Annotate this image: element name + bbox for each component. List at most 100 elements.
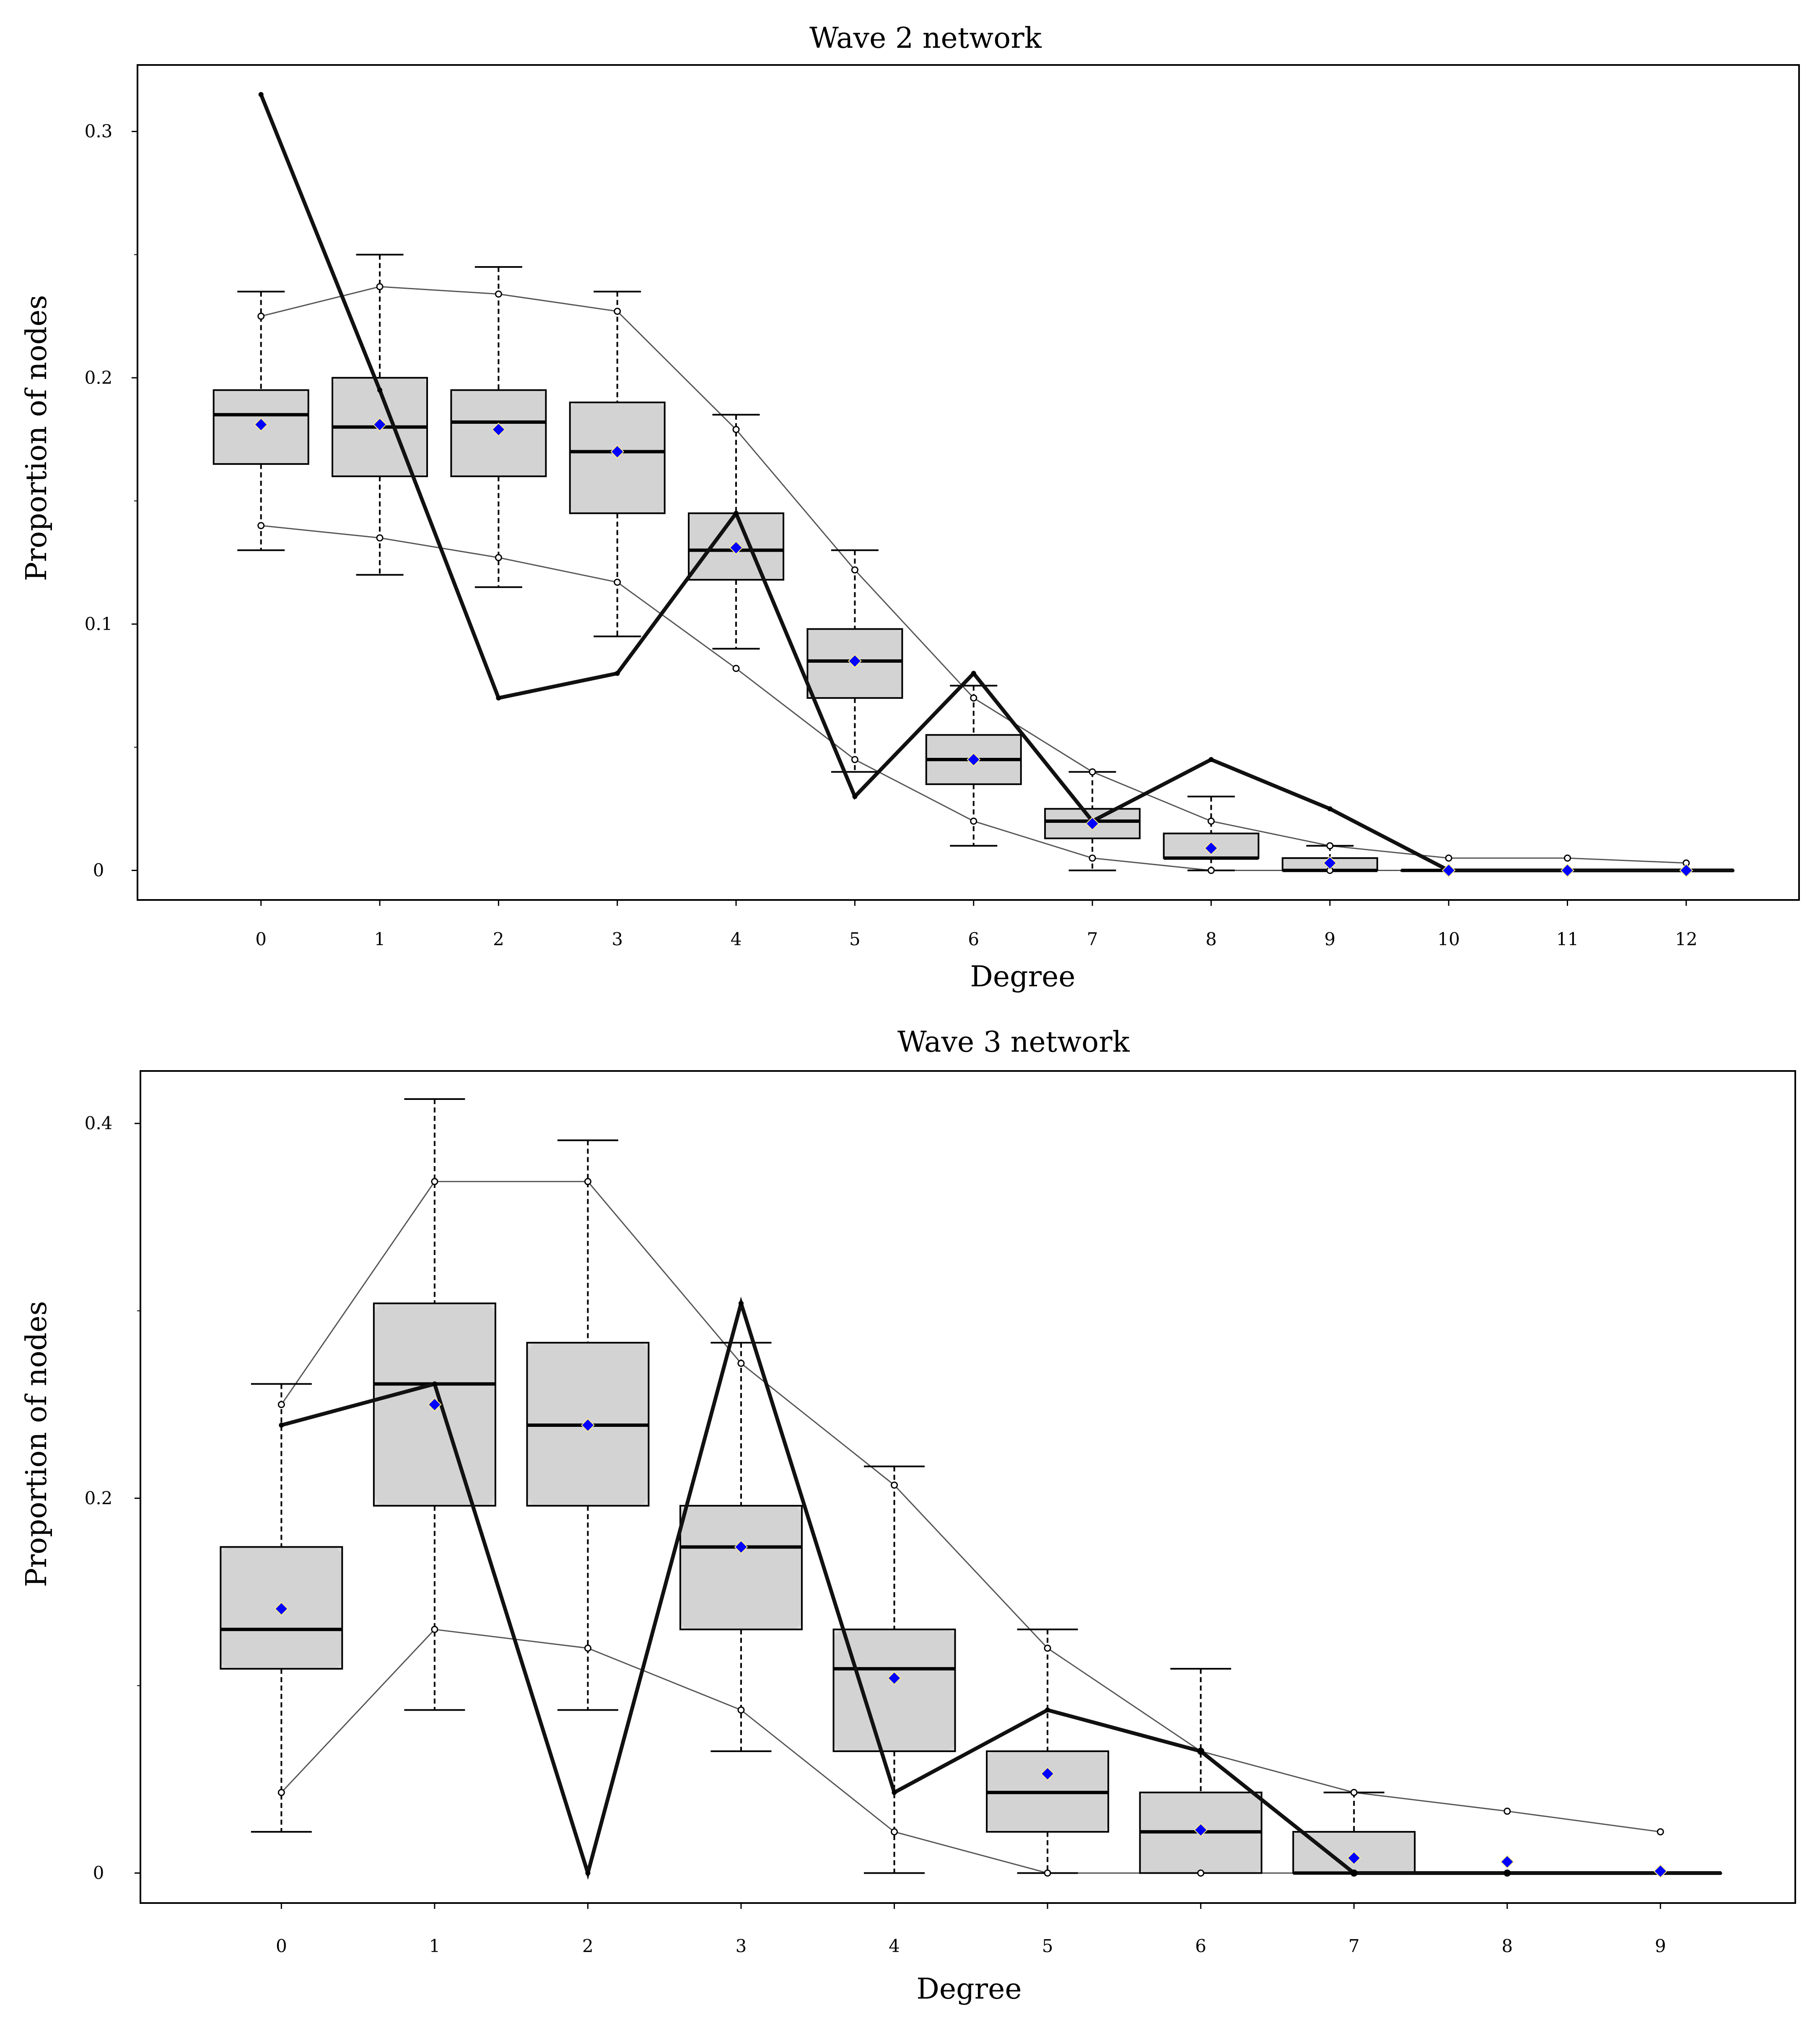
x-tick-label: 9 bbox=[1655, 1936, 1666, 1956]
y-tick-label: 0 bbox=[93, 860, 104, 880]
plot-frame bbox=[137, 64, 1800, 901]
iqr-box bbox=[832, 1628, 956, 1752]
observed-point bbox=[614, 671, 620, 676]
wave-3-chart: Wave 3 network Proportion of nodes Degre… bbox=[20, 1026, 1796, 2006]
observed-point bbox=[258, 92, 264, 97]
upper-envelope-point bbox=[1563, 854, 1571, 862]
mean-marker bbox=[610, 445, 625, 459]
upper-envelope-point bbox=[732, 426, 740, 433]
lower-envelope-point bbox=[1089, 854, 1096, 862]
observed-line bbox=[281, 1296, 1661, 1880]
observed-point bbox=[1198, 1748, 1203, 1754]
box-degree-3 bbox=[679, 1342, 803, 1752]
lower-envelope-point bbox=[1207, 866, 1215, 874]
mean-marker bbox=[1085, 817, 1099, 831]
observed-point bbox=[892, 1790, 897, 1795]
lower-envelope-point bbox=[851, 756, 858, 763]
observed-point bbox=[279, 1422, 284, 1428]
x-tick-label: 12 bbox=[1675, 929, 1697, 949]
mean-marker bbox=[428, 1398, 442, 1412]
x-axis-label: Degree bbox=[970, 960, 1075, 993]
observed-point bbox=[1327, 806, 1333, 812]
x-tick-label: 1 bbox=[374, 929, 386, 949]
y-axis-label: Proportion of nodes bbox=[20, 1301, 53, 1587]
upper-envelope-point bbox=[584, 1178, 591, 1185]
mean-marker bbox=[1194, 1823, 1208, 1837]
y-tick-label: 0.3 bbox=[85, 121, 113, 142]
mean-marker bbox=[1040, 1767, 1055, 1781]
x-axis-label: Degree bbox=[916, 1973, 1021, 2006]
observed-point bbox=[377, 387, 383, 393]
iqr-box bbox=[806, 628, 903, 699]
lower-envelope-point bbox=[584, 1644, 591, 1652]
box-degree-5 bbox=[986, 1628, 1110, 1874]
upper-envelope-point bbox=[1350, 1789, 1358, 1796]
chart-title: Wave 3 network bbox=[897, 1026, 1130, 1059]
mean-marker bbox=[1323, 856, 1337, 870]
y-axis-label: Proportion of nodes bbox=[20, 295, 53, 581]
x-tick-label: 3 bbox=[736, 1936, 747, 1956]
mean-marker bbox=[1653, 1864, 1667, 1878]
upper-envelope-point bbox=[891, 1481, 898, 1489]
observed-point bbox=[496, 695, 501, 701]
x-tick-label: 0 bbox=[255, 929, 267, 949]
upper-envelope-point bbox=[1445, 854, 1452, 862]
x-tick-label: 11 bbox=[1556, 929, 1579, 949]
mean-marker bbox=[1347, 1851, 1361, 1865]
observed-point bbox=[734, 511, 739, 516]
box-degree-5 bbox=[806, 549, 903, 773]
plot-area: 00.10.20.30 1 2 3 4 5 6 7 8 9 10 11 12 bbox=[85, 64, 1800, 949]
x-tick-label: 6 bbox=[968, 929, 979, 949]
lower-envelope-point bbox=[376, 534, 384, 542]
lower-envelope-point bbox=[257, 522, 265, 529]
upper-envelope-point bbox=[257, 312, 265, 320]
upper-envelope-point bbox=[1657, 1828, 1664, 1836]
observed-point bbox=[1504, 1870, 1510, 1876]
mean-marker bbox=[373, 417, 387, 432]
upper-envelope-line bbox=[281, 1181, 1661, 1833]
observed-point bbox=[971, 671, 976, 676]
x-tick-label: 2 bbox=[493, 929, 504, 949]
observed-point bbox=[1351, 1870, 1357, 1876]
upper-envelope-point bbox=[614, 308, 621, 315]
chart-title: Wave 2 network bbox=[809, 22, 1042, 55]
box-degree-4 bbox=[832, 1465, 956, 1874]
x-tick-label: 8 bbox=[1206, 929, 1217, 949]
observed-point bbox=[738, 1301, 744, 1306]
x-tick-label: 5 bbox=[1042, 1936, 1053, 1956]
observed-point bbox=[1208, 757, 1214, 762]
upper-envelope-point bbox=[495, 290, 502, 298]
plot-area: 0 0.2 0.4 0 1 2 3 4 5 6 7 8 9 bbox=[85, 1070, 1796, 1956]
lower-envelope-point bbox=[732, 665, 740, 672]
y-tick-label: 0.2 bbox=[85, 1488, 113, 1508]
x-tick-label: 5 bbox=[849, 929, 861, 949]
mean-marker bbox=[734, 1540, 748, 1554]
upper-envelope-point bbox=[1044, 1644, 1051, 1652]
mean-marker bbox=[887, 1671, 901, 1685]
upper-envelope-point bbox=[1207, 817, 1215, 825]
iqr-box bbox=[679, 1505, 803, 1631]
x-tick-label: 2 bbox=[582, 1936, 594, 1956]
x-tick-label: 7 bbox=[1348, 1936, 1360, 1956]
x-tick-label: 4 bbox=[731, 929, 742, 949]
mean-marker bbox=[729, 541, 743, 555]
x-tick-label: 8 bbox=[1501, 1936, 1513, 1956]
x-tick-label: 9 bbox=[1324, 929, 1335, 949]
upper-envelope-point bbox=[376, 283, 384, 290]
upper-envelope-point bbox=[1504, 1807, 1511, 1815]
mean-marker bbox=[967, 752, 981, 767]
mean-marker bbox=[254, 417, 268, 432]
lower-envelope-point bbox=[614, 578, 621, 586]
y-tick-label: 0.1 bbox=[85, 614, 113, 634]
lower-envelope-point bbox=[1044, 1869, 1051, 1877]
mean-marker bbox=[1204, 841, 1218, 856]
observed-point bbox=[432, 1381, 437, 1387]
lower-envelope-point bbox=[1197, 1869, 1205, 1877]
x-tick-label: 1 bbox=[429, 1936, 440, 1956]
upper-envelope-point bbox=[737, 1359, 745, 1367]
upper-envelope-point bbox=[1089, 768, 1096, 775]
mean-marker bbox=[581, 1418, 595, 1432]
observed-point bbox=[585, 1870, 591, 1876]
